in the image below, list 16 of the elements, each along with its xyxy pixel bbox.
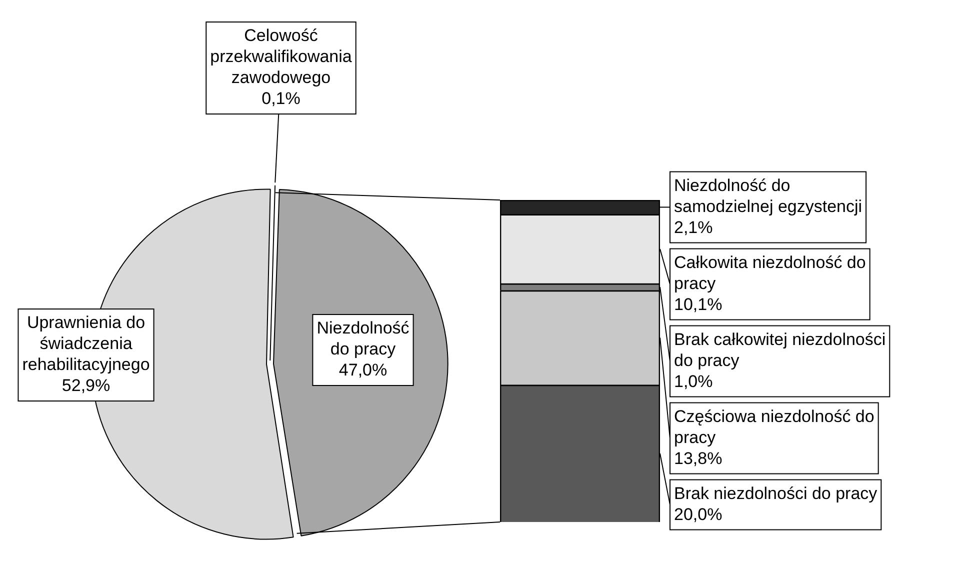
slice-label: Niezdolność do pracy — [316, 318, 410, 359]
data-label: 1,0% — [674, 372, 713, 391]
slice-label: Uprawnienia do świadczenia rehabilitacyjnego — [22, 313, 150, 374]
slice-label: Celowość przekwalifikowania zawodowego — [210, 26, 352, 88]
data-label: 0,1% — [262, 89, 300, 108]
data-label: 2,1% — [674, 218, 713, 237]
text: Brak całkowitej niezdolności do pracy — [674, 330, 886, 370]
series-label: Brak niezdolności do pracy — [674, 484, 878, 503]
series-label: Częściowa niezdolność do pracy — [674, 406, 874, 447]
data-label: 13,8% — [674, 448, 722, 468]
data-label: 52,9% — [62, 376, 110, 396]
data-label: 10,1% — [674, 294, 722, 314]
series-label: Niezdolność do samodzielnej egzystencji — [674, 176, 862, 216]
data-label: 20,0% — [674, 504, 722, 524]
data-label: 47,0% — [338, 360, 388, 380]
series-label: Całkowita niezdolność do pracy — [674, 252, 866, 293]
